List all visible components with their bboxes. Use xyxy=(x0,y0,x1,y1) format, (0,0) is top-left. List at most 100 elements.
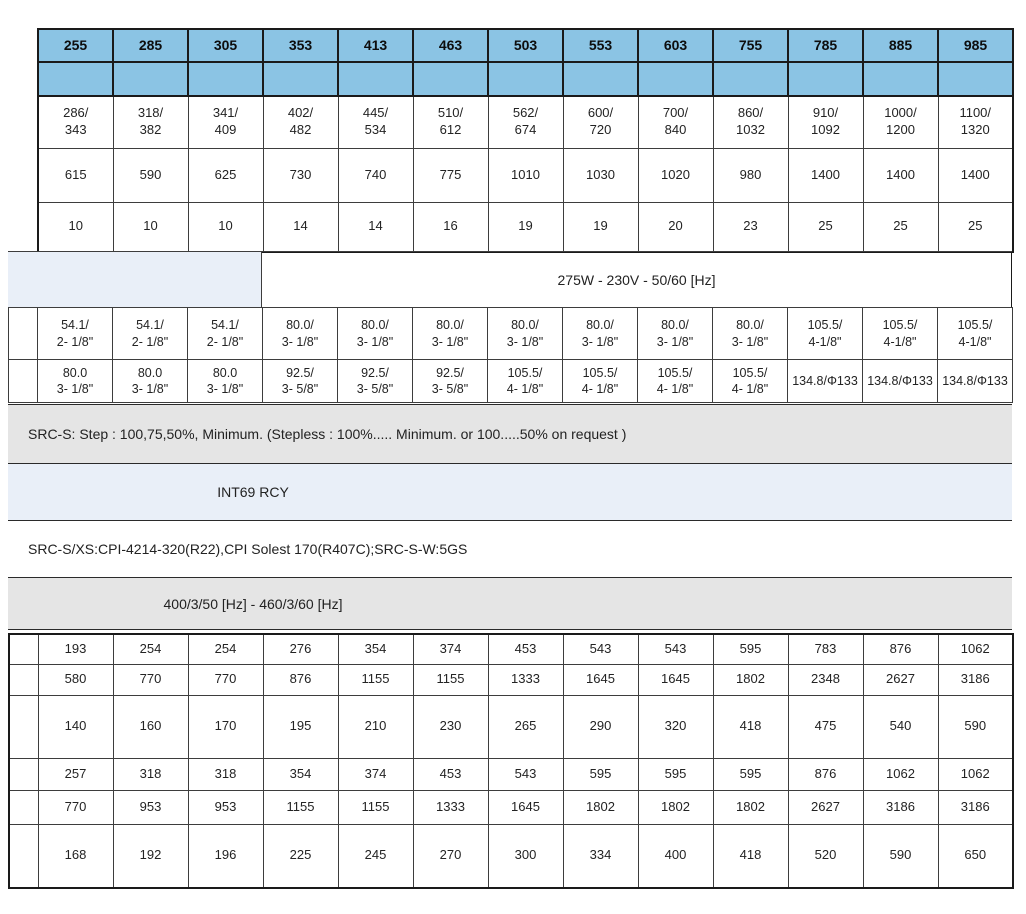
spec-cell xyxy=(187,61,264,97)
spec-cell: 543 xyxy=(637,633,714,665)
spec-cell: 305 xyxy=(187,28,264,63)
spec-cell: 1400 xyxy=(787,147,864,203)
spec-row-oil-charge: 10 10 10 14 14 16 19 19 20 23 25 25 25 xyxy=(37,201,1014,253)
spec-cell: 876 xyxy=(787,757,864,791)
spec-row-current-1: 193 254 254 276 354 374 453 543 543 595 783 876 1062 xyxy=(8,633,1014,665)
spec-cell: 1155 xyxy=(412,663,489,696)
spec-cell: 105.5/ 4- 1/8" xyxy=(712,359,788,403)
spec-cell: 553 xyxy=(562,28,639,63)
power-supply-row: 400/3/50 [Hz] - 460/3/60 [Hz] xyxy=(8,577,1012,630)
spec-cell: 105.5/ 4-1/8" xyxy=(787,307,863,360)
spec-cell: 1155 xyxy=(262,789,339,825)
fitting-table: 54.1/ 2- 1/8" 54.1/ 2- 1/8" 54.1/ 2- 1/8" 8… xyxy=(8,307,1013,403)
spec-cell: 600/ 720 xyxy=(562,95,639,149)
spec-cell: 92.5/ 3- 5/8" xyxy=(262,359,338,403)
row-label-stub xyxy=(8,757,39,791)
spec-cell: 354 xyxy=(337,633,414,665)
spec-cell: 1645 xyxy=(637,663,714,696)
spec-row-suction-fitting: 54.1/ 2- 1/8" 54.1/ 2- 1/8" 54.1/ 2- 1/8" 8… xyxy=(8,307,1013,360)
spec-cell: 595 xyxy=(712,757,789,791)
spec-cell: 168 xyxy=(37,823,114,889)
spec-cell: 23 xyxy=(712,201,789,253)
row-label-stub xyxy=(8,359,38,403)
spec-cell: 14 xyxy=(262,201,339,253)
spec-cell: 92.5/ 3- 5/8" xyxy=(412,359,488,403)
spec-cell: 650 xyxy=(937,823,1014,889)
spec-cell: 265 xyxy=(487,694,564,759)
power-supply-value: 400/3/50 [Hz] - 460/3/60 [Hz] xyxy=(163,595,343,612)
spec-cell: 520 xyxy=(787,823,864,889)
spec-cell: 341/ 409 xyxy=(187,95,264,149)
spec-cell: 105.5/ 4- 1/8" xyxy=(487,359,563,403)
row-label-stub xyxy=(8,307,38,360)
spec-cell: 2627 xyxy=(787,789,864,825)
spec-cell xyxy=(637,61,714,97)
spec-cell: 134.8/Φ133 xyxy=(787,359,863,403)
spec-cell: 10 xyxy=(37,201,114,253)
spec-cell: 105.5/ 4- 1/8" xyxy=(562,359,638,403)
spec-cell: 374 xyxy=(412,633,489,665)
spec-cell: 700/ 840 xyxy=(637,95,714,149)
spec-cell: 1802 xyxy=(712,789,789,825)
spec-cell xyxy=(487,61,564,97)
spec-row-weight: 615 590 625 730 740 775 1010 1030 1020 980 1400 140… xyxy=(37,147,1014,203)
spec-row-current-2: 580 770 770 876 1155 1155 1333 1645 1645 1802 2348… xyxy=(8,663,1014,696)
row-label-stub xyxy=(8,663,39,696)
spec-cell: 730 xyxy=(262,147,339,203)
spec-cell: 374 xyxy=(337,757,414,791)
spec-cell: 286/ 343 xyxy=(37,95,114,149)
spec-cell: 19 xyxy=(562,201,639,253)
spec-cell: 25 xyxy=(937,201,1014,253)
spec-cell: 590 xyxy=(112,147,189,203)
spec-cell: 595 xyxy=(562,757,639,791)
spec-cell: 105.5/ 4-1/8" xyxy=(937,307,1013,360)
spec-row-current-4: 770 953 953 1155 1155 1333 1645 1802 1802 1802 262… xyxy=(8,789,1014,825)
row-label-stub xyxy=(8,694,39,759)
spec-cell: 1030 xyxy=(562,147,639,203)
spec-row-blue-spacer xyxy=(37,61,1014,97)
spec-cell: 1645 xyxy=(487,789,564,825)
spec-cell: 318/ 382 xyxy=(112,95,189,149)
spec-cell: 80.0 3- 1/8" xyxy=(187,359,263,403)
spec-cell: 160 xyxy=(112,694,189,759)
spec-cell: 885 xyxy=(862,28,939,63)
spec-cell: 785 xyxy=(787,28,864,63)
spec-cell: 80.0/ 3- 1/8" xyxy=(637,307,713,360)
spec-cell: 1400 xyxy=(862,147,939,203)
spec-cell: 510/ 612 xyxy=(412,95,489,149)
spec-row-displacement: 286/ 343 318/ 382 341/ 409 402/ 482 445/ 534… xyxy=(37,95,1014,149)
spec-cell: 80.0/ 3- 1/8" xyxy=(712,307,788,360)
spec-cell: 245 xyxy=(337,823,414,889)
spec-cell: 354 xyxy=(262,757,339,791)
spec-cell: 595 xyxy=(637,757,714,791)
spec-cell: 1802 xyxy=(562,789,639,825)
spec-cell: 413 xyxy=(337,28,414,63)
spec-cell: 985 xyxy=(937,28,1014,63)
spec-cell: 475 xyxy=(787,694,864,759)
spec-cell xyxy=(37,61,114,97)
spec-cell: 400 xyxy=(637,823,714,889)
spec-cell: 195 xyxy=(262,694,339,759)
spec-cell: 1333 xyxy=(412,789,489,825)
spec-cell: 1062 xyxy=(937,633,1014,665)
spec-cell: 615 xyxy=(37,147,114,203)
motor-protection-value: INT69 RCY xyxy=(217,484,289,500)
spec-cell: 1000/ 1200 xyxy=(862,95,939,149)
spec-cell: 14 xyxy=(337,201,414,253)
spec-cell: 270 xyxy=(412,823,489,889)
spec-cell: 80.0/ 3- 1/8" xyxy=(412,307,488,360)
row-label-stub xyxy=(8,789,39,825)
spec-cell: 876 xyxy=(862,633,939,665)
spec-cell xyxy=(562,61,639,97)
motor-protection-row: INT69 RCY xyxy=(8,464,1012,521)
spec-row-model-header: 255 285 305 353 413 463 503 553 603 755 785 885 985 xyxy=(37,28,1014,63)
spec-cell: 54.1/ 2- 1/8" xyxy=(187,307,263,360)
spec-cell: 257 xyxy=(37,757,114,791)
spec-cell: 1802 xyxy=(712,663,789,696)
spec-cell: 230 xyxy=(412,694,489,759)
spec-cell: 140 xyxy=(37,694,114,759)
spec-cell xyxy=(112,61,189,97)
spec-cell: 1062 xyxy=(862,757,939,791)
spec-cell: 590 xyxy=(937,694,1014,759)
